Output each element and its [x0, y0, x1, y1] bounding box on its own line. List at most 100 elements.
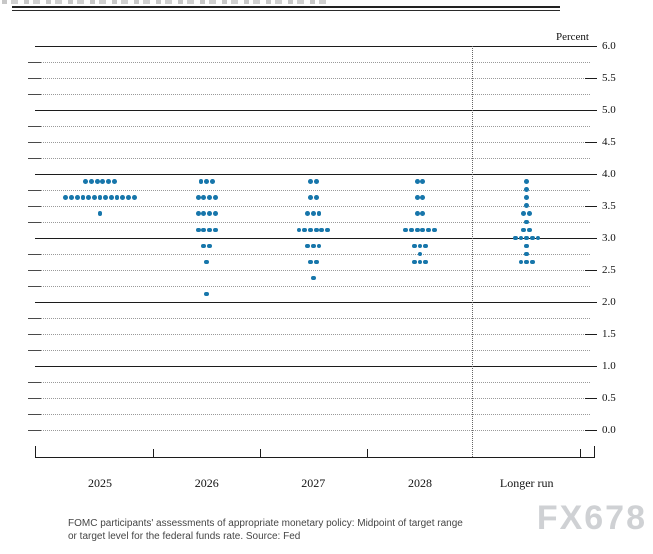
left-tick: [28, 253, 41, 255]
projection-dot: [417, 251, 423, 257]
left-tick: [28, 270, 41, 272]
left-tick: [28, 318, 41, 320]
projection-dot: [417, 243, 423, 249]
projection-dot: [80, 195, 86, 201]
right-tick: [585, 141, 597, 143]
projection-dot: [204, 179, 210, 185]
watermark: FX678: [536, 499, 647, 537]
left-tick: [28, 157, 41, 159]
left-tick: [28, 77, 41, 79]
left-tick: [28, 141, 41, 143]
projection-dot: [527, 227, 532, 233]
projection-dot: [94, 179, 100, 185]
projection-dot: [126, 195, 131, 201]
y-axis-tick-label: 0.5: [602, 392, 616, 405]
projection-dot: [198, 179, 204, 185]
right-tick: [585, 173, 597, 175]
x-axis-label: 2027: [301, 476, 326, 490]
projection-dot: [530, 235, 535, 241]
projection-dot: [100, 179, 106, 185]
projection-dot: [91, 195, 97, 201]
gridline-solid: [35, 173, 590, 175]
projection-dot: [524, 179, 530, 185]
projection-dot: [524, 187, 530, 193]
gridline-dotted: [35, 77, 590, 79]
projection-dot: [207, 211, 212, 217]
projection-dot: [308, 179, 313, 185]
projection-dot: [313, 227, 319, 233]
right-tick: [585, 45, 597, 47]
gridline-solid: [35, 237, 590, 239]
projection-dot: [423, 259, 429, 265]
right-tick: [585, 109, 597, 111]
y-axis-tick-label: 1.0: [602, 360, 616, 373]
gridline-dotted: [35, 318, 590, 320]
projection-dot: [426, 227, 431, 233]
projection-dot: [305, 243, 310, 249]
projection-dot: [403, 227, 409, 233]
cropped-text-remnant: [2, 0, 332, 4]
gridline-dotted: [35, 270, 590, 272]
projection-dot: [310, 275, 316, 281]
left-tick: [28, 334, 41, 336]
projection-dot: [302, 227, 308, 233]
y-axis-tick-label: 4.5: [602, 135, 616, 148]
projection-dot: [524, 235, 530, 241]
projection-dot: [201, 243, 207, 249]
projection-dot: [409, 227, 414, 233]
gridline-dotted: [35, 125, 590, 127]
chart-caption: FOMC participants' assessments of approp…: [68, 517, 538, 543]
y-axis-tick-label: 1.5: [602, 328, 616, 341]
projection-dot: [431, 227, 437, 233]
projection-dot: [308, 227, 313, 233]
gridline-dotted: [35, 286, 590, 288]
right-tick: [585, 270, 597, 272]
x-axis-label: 2025: [88, 476, 112, 490]
left-tick: [28, 286, 41, 288]
gridline-dotted: [35, 157, 590, 159]
gridline-dotted: [35, 221, 590, 223]
projection-dot: [212, 227, 218, 233]
projection-dot: [204, 259, 210, 265]
y-axis-unit-label: Percent: [556, 31, 589, 43]
projection-dot: [120, 195, 126, 201]
gridline-dotted: [35, 350, 590, 352]
projection-dot: [423, 243, 429, 249]
gridline-dotted: [35, 141, 590, 143]
right-tick: [585, 77, 597, 79]
right-tick: [585, 334, 597, 336]
projection-dot: [89, 179, 94, 185]
projection-dot: [521, 211, 527, 217]
projection-dot: [319, 227, 325, 233]
gridline-dotted: [35, 253, 590, 255]
projection-dot: [74, 195, 80, 201]
y-axis-tick-label: 2.5: [602, 264, 616, 277]
projection-dot: [69, 195, 74, 201]
x-axis-label: 2028: [408, 476, 432, 490]
gridline-dotted: [35, 334, 590, 336]
projection-dot: [313, 195, 319, 201]
projection-dot: [524, 259, 530, 265]
projection-dot: [201, 227, 207, 233]
projection-dot: [207, 243, 212, 249]
right-tick: [585, 302, 597, 304]
x-axis-tick: [594, 446, 595, 457]
caption-line-1: FOMC participants' assessments of approp…: [68, 518, 463, 529]
projection-dot: [411, 259, 417, 265]
projection-dot: [535, 235, 541, 241]
projection-dot: [212, 211, 218, 217]
y-axis-tick-label: 6.0: [602, 39, 616, 52]
projection-dot: [308, 195, 313, 201]
top-divider-rule: [12, 6, 560, 11]
projection-dot: [524, 219, 530, 225]
projection-dot: [111, 179, 117, 185]
gridline-dotted: [35, 414, 590, 416]
right-tick: [585, 366, 597, 368]
projection-dot: [310, 243, 316, 249]
projection-dot: [195, 195, 201, 201]
projection-dot: [195, 211, 201, 217]
left-tick: [28, 93, 41, 95]
y-axis-tick-label: 3.0: [602, 231, 616, 244]
projection-dot: [521, 227, 527, 233]
gridline-solid: [35, 302, 590, 304]
